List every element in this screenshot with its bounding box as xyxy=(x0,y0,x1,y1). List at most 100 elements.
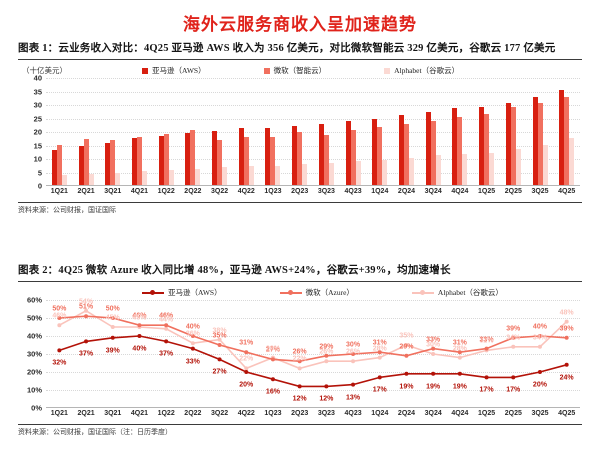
bar xyxy=(190,129,196,186)
data-point-label: 34% xyxy=(506,334,521,342)
legend-label: 亚马逊（AWS） xyxy=(152,66,206,75)
bar xyxy=(457,117,463,186)
x-axis-tick-label: 4Q23 xyxy=(344,410,362,417)
data-point xyxy=(377,350,382,355)
x-axis-tick-label: 1Q23 xyxy=(264,410,282,417)
data-point xyxy=(404,343,409,347)
figure-1-plot: 0 5 10 15 20 25 30 35 40 1Q21 2Q21 3Q21 4Q21 1Q22 2Q2… xyxy=(18,74,582,200)
bar xyxy=(559,89,565,186)
gridline xyxy=(46,132,580,133)
bar xyxy=(212,130,218,186)
gridline xyxy=(46,390,580,391)
data-point-label: 38% xyxy=(212,327,227,335)
data-point xyxy=(324,359,329,364)
bar xyxy=(105,142,111,186)
bar xyxy=(382,160,388,186)
data-point-label: 34% xyxy=(532,334,547,342)
y-axis-tick-label: 15 xyxy=(33,141,42,150)
legend-item[interactable]: 微软（Azure） xyxy=(279,287,354,298)
legend-item[interactable]: Alphabet（谷歌云） xyxy=(411,287,503,298)
bar xyxy=(131,137,137,186)
data-point xyxy=(190,341,195,346)
data-point xyxy=(164,326,169,331)
data-point-label: 33% xyxy=(185,358,200,366)
x-axis-tick-label: 2Q23 xyxy=(291,188,309,195)
legend-item[interactable]: Alphabet（谷歌云） xyxy=(384,65,459,76)
bar xyxy=(328,163,334,186)
data-point-label: 27% xyxy=(212,368,227,376)
data-point xyxy=(270,357,275,362)
data-point xyxy=(564,362,569,367)
x-axis-tick-label: 3Q24 xyxy=(424,410,442,417)
data-point xyxy=(57,323,62,328)
data-point xyxy=(431,346,436,351)
legend-label: 微软（Azure） xyxy=(305,288,354,297)
x-axis-tick-label: 1Q22 xyxy=(157,410,175,417)
data-point xyxy=(511,335,516,340)
legend-color-swatch-icon xyxy=(384,67,391,74)
data-point-label: 17% xyxy=(479,386,494,394)
bar-group xyxy=(340,78,367,186)
x-axis-tick-label: 1Q24 xyxy=(371,410,389,417)
legend-item[interactable]: 亚马逊（AWS） xyxy=(142,65,206,76)
data-point xyxy=(457,355,462,360)
line-series xyxy=(58,309,568,370)
bar-group xyxy=(233,78,260,186)
legend-line-swatch-icon xyxy=(279,290,302,295)
gridline xyxy=(46,159,580,160)
x-axis-tick-label: 2Q23 xyxy=(291,410,309,417)
legend-item[interactable]: 微软（智能云） xyxy=(263,65,326,76)
bar xyxy=(270,136,276,186)
figure-2-caption: 图表 2：4Q25 微软 Azure 收入同比增 48%，亚马逊 AWS+24%… xyxy=(18,265,451,276)
bar xyxy=(345,120,351,186)
bar-group xyxy=(420,78,447,186)
figure-2-source: 资料来源：公司财报，国证国际（注：日历季度） xyxy=(18,424,582,437)
legend-item[interactable]: 亚马逊（AWS） xyxy=(142,287,222,298)
figure-1-axis-line xyxy=(46,185,580,186)
bar-group xyxy=(286,78,313,186)
bar-group xyxy=(73,78,100,186)
bar xyxy=(88,173,94,186)
data-point xyxy=(164,323,169,328)
y-axis-tick-label: 10% xyxy=(26,385,42,395)
bar xyxy=(302,164,308,186)
bar xyxy=(83,139,89,186)
bar xyxy=(110,140,116,186)
data-point-label: 40% xyxy=(185,323,200,331)
data-point xyxy=(564,335,569,340)
data-point-label: 20% xyxy=(239,381,254,389)
legend-label: 亚马逊（AWS） xyxy=(168,288,222,297)
figure-1-legend-entries: 亚马逊（AWS） 微软（智能云） Alphabet（谷歌云） xyxy=(142,65,582,76)
data-point xyxy=(190,346,195,351)
data-point-label: 45% xyxy=(132,314,147,322)
y-axis-tick-label: 60% xyxy=(26,295,42,305)
bar-group xyxy=(366,78,393,186)
data-point xyxy=(297,359,302,364)
figure-1-unit-label: （十亿美元） xyxy=(22,66,67,75)
data-point xyxy=(537,334,542,338)
bar xyxy=(532,96,538,186)
data-point xyxy=(537,370,542,374)
data-point xyxy=(110,316,115,320)
data-point xyxy=(84,339,89,344)
bar xyxy=(505,102,511,186)
bar xyxy=(243,137,249,186)
data-point-label: 19% xyxy=(452,383,467,391)
data-point-label: 30% xyxy=(426,341,441,349)
bar-group xyxy=(447,78,474,186)
data-point xyxy=(84,314,89,319)
data-point xyxy=(110,325,115,329)
bar-group xyxy=(46,78,73,186)
data-point xyxy=(511,375,516,380)
data-point-label: 27% xyxy=(265,346,280,354)
data-point xyxy=(57,316,62,320)
figure-2-y-axis: 0% 10% 20% 30% 40% 50% 60% xyxy=(18,296,44,413)
bar xyxy=(217,140,223,186)
data-point xyxy=(351,359,356,364)
x-axis-tick-label: 2Q21 xyxy=(77,410,95,417)
data-point xyxy=(431,352,436,356)
x-axis-tick-label: 3Q23 xyxy=(317,188,335,195)
bar xyxy=(78,146,84,186)
data-point-label: 17% xyxy=(372,386,387,394)
bar-group xyxy=(473,78,500,186)
